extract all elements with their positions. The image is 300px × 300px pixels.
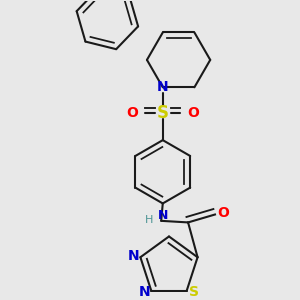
Text: S: S bbox=[189, 285, 199, 299]
Text: N: N bbox=[139, 285, 150, 299]
Text: O: O bbox=[188, 106, 200, 120]
Text: N: N bbox=[158, 209, 168, 222]
Text: O: O bbox=[126, 106, 138, 120]
Text: N: N bbox=[128, 249, 139, 262]
Text: H: H bbox=[145, 215, 153, 225]
Text: N: N bbox=[157, 80, 169, 94]
Text: O: O bbox=[217, 206, 229, 220]
Text: S: S bbox=[157, 104, 169, 122]
